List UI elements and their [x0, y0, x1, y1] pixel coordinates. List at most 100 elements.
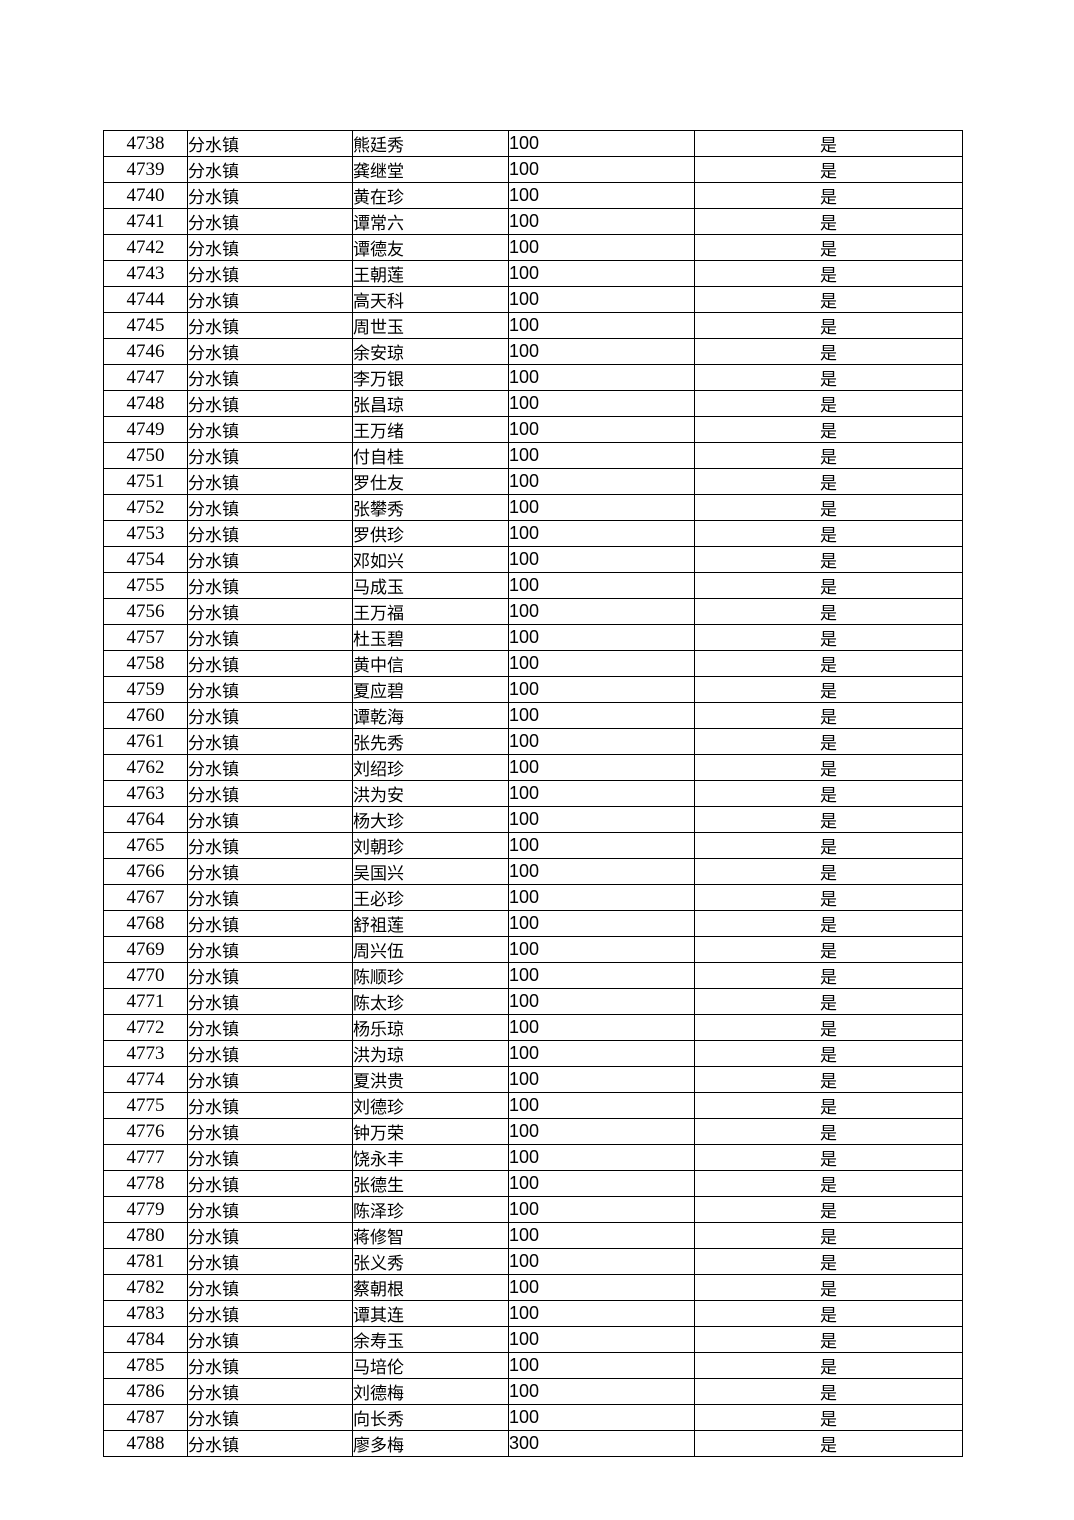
row-id-cell: 4738 [103, 130, 188, 157]
table-row: 4741 分水镇 谭常六 100 是 [103, 208, 963, 235]
confirmed-cell: 是 [694, 468, 963, 495]
confirmed-cell: 是 [694, 832, 963, 859]
town-cell: 分水镇 [187, 260, 353, 287]
person-name-cell: 蒋修智 [352, 1222, 509, 1249]
person-name-cell: 余安琼 [352, 338, 509, 365]
table-row: 4740 分水镇 黄在珍 100 是 [103, 182, 963, 209]
confirmed-cell: 是 [694, 1014, 963, 1041]
person-name-cell: 杨乐琼 [352, 1014, 509, 1041]
table-row: 4766 分水镇 吴国兴 100 是 [103, 858, 963, 885]
table-row: 4767 分水镇 王必珍 100 是 [103, 884, 963, 911]
records-table: 4738 分水镇 熊廷秀 100 是 4739 分水镇 龚继堂 100 是 4740 分水镇 黄在珍 10… [103, 130, 963, 1457]
town-cell: 分水镇 [187, 832, 353, 859]
confirmed-cell: 是 [694, 910, 963, 937]
person-name-cell: 马成玉 [352, 572, 509, 599]
amount-cell: 100 [508, 702, 695, 729]
town-cell: 分水镇 [187, 1378, 353, 1405]
row-id-cell: 4787 [103, 1404, 188, 1431]
row-id-cell: 4784 [103, 1326, 188, 1353]
table-row: 4779 分水镇 陈泽珍 100 是 [103, 1196, 963, 1223]
town-cell: 分水镇 [187, 910, 353, 937]
table-row: 4785 分水镇 马培伦 100 是 [103, 1352, 963, 1379]
town-cell: 分水镇 [187, 728, 353, 755]
person-name-cell: 陈泽珍 [352, 1196, 509, 1223]
confirmed-cell: 是 [694, 1326, 963, 1353]
row-id-cell: 4760 [103, 702, 188, 729]
table-row: 4777 分水镇 饶永丰 100 是 [103, 1144, 963, 1171]
town-cell: 分水镇 [187, 1222, 353, 1249]
table-row: 4765 分水镇 刘朝珍 100 是 [103, 832, 963, 859]
town-cell: 分水镇 [187, 338, 353, 365]
table-row: 4758 分水镇 黄中信 100 是 [103, 650, 963, 677]
row-id-cell: 4747 [103, 364, 188, 391]
row-id-cell: 4748 [103, 390, 188, 417]
confirmed-cell: 是 [694, 988, 963, 1015]
town-cell: 分水镇 [187, 858, 353, 885]
person-name-cell: 周世玉 [352, 312, 509, 339]
table-row: 4762 分水镇 刘绍珍 100 是 [103, 754, 963, 781]
town-cell: 分水镇 [187, 234, 353, 261]
confirmed-cell: 是 [694, 156, 963, 183]
town-cell: 分水镇 [187, 1118, 353, 1145]
amount-cell: 100 [508, 1222, 695, 1249]
row-id-cell: 4740 [103, 182, 188, 209]
confirmed-cell: 是 [694, 1066, 963, 1093]
confirmed-cell: 是 [694, 754, 963, 781]
confirmed-cell: 是 [694, 416, 963, 443]
row-id-cell: 4752 [103, 494, 188, 521]
table-row: 4743 分水镇 王朝莲 100 是 [103, 260, 963, 287]
row-id-cell: 4767 [103, 884, 188, 911]
person-name-cell: 张攀秀 [352, 494, 509, 521]
amount-cell: 100 [508, 832, 695, 859]
amount-cell: 100 [508, 130, 695, 157]
confirmed-cell: 是 [694, 1092, 963, 1119]
amount-cell: 100 [508, 156, 695, 183]
confirmed-cell: 是 [694, 182, 963, 209]
confirmed-cell: 是 [694, 234, 963, 261]
town-cell: 分水镇 [187, 1014, 353, 1041]
amount-cell: 100 [508, 1404, 695, 1431]
town-cell: 分水镇 [187, 286, 353, 313]
table-row: 4744 分水镇 高天科 100 是 [103, 286, 963, 313]
row-id-cell: 4780 [103, 1222, 188, 1249]
confirmed-cell: 是 [694, 1222, 963, 1249]
amount-cell: 100 [508, 182, 695, 209]
table-row: 4772 分水镇 杨乐琼 100 是 [103, 1014, 963, 1041]
amount-cell: 100 [508, 780, 695, 807]
table-row: 4763 分水镇 洪为安 100 是 [103, 780, 963, 807]
table-row: 4753 分水镇 罗供珍 100 是 [103, 520, 963, 547]
row-id-cell: 4774 [103, 1066, 188, 1093]
confirmed-cell: 是 [694, 1196, 963, 1223]
table-row: 4776 分水镇 钟万荣 100 是 [103, 1118, 963, 1145]
person-name-cell: 张德生 [352, 1170, 509, 1197]
town-cell: 分水镇 [187, 702, 353, 729]
row-id-cell: 4754 [103, 546, 188, 573]
row-id-cell: 4785 [103, 1352, 188, 1379]
row-id-cell: 4761 [103, 728, 188, 755]
table-row: 4774 分水镇 夏洪贵 100 是 [103, 1066, 963, 1093]
town-cell: 分水镇 [187, 1326, 353, 1353]
amount-cell: 100 [508, 572, 695, 599]
table-row: 4752 分水镇 张攀秀 100 是 [103, 494, 963, 521]
confirmed-cell: 是 [694, 624, 963, 651]
town-cell: 分水镇 [187, 962, 353, 989]
row-id-cell: 4783 [103, 1300, 188, 1327]
confirmed-cell: 是 [694, 1144, 963, 1171]
person-name-cell: 廖多梅 [352, 1430, 509, 1457]
table-row: 4748 分水镇 张昌琼 100 是 [103, 390, 963, 417]
town-cell: 分水镇 [187, 312, 353, 339]
table-row: 4775 分水镇 刘德珍 100 是 [103, 1092, 963, 1119]
row-id-cell: 4739 [103, 156, 188, 183]
amount-cell: 100 [508, 806, 695, 833]
table-row: 4786 分水镇 刘德梅 100 是 [103, 1378, 963, 1405]
person-name-cell: 张昌琼 [352, 390, 509, 417]
row-id-cell: 4778 [103, 1170, 188, 1197]
amount-cell: 100 [508, 858, 695, 885]
person-name-cell: 熊廷秀 [352, 130, 509, 157]
town-cell: 分水镇 [187, 676, 353, 703]
town-cell: 分水镇 [187, 1430, 353, 1457]
confirmed-cell: 是 [694, 728, 963, 755]
row-id-cell: 4764 [103, 806, 188, 833]
person-name-cell: 谭常六 [352, 208, 509, 235]
person-name-cell: 黄中信 [352, 650, 509, 677]
